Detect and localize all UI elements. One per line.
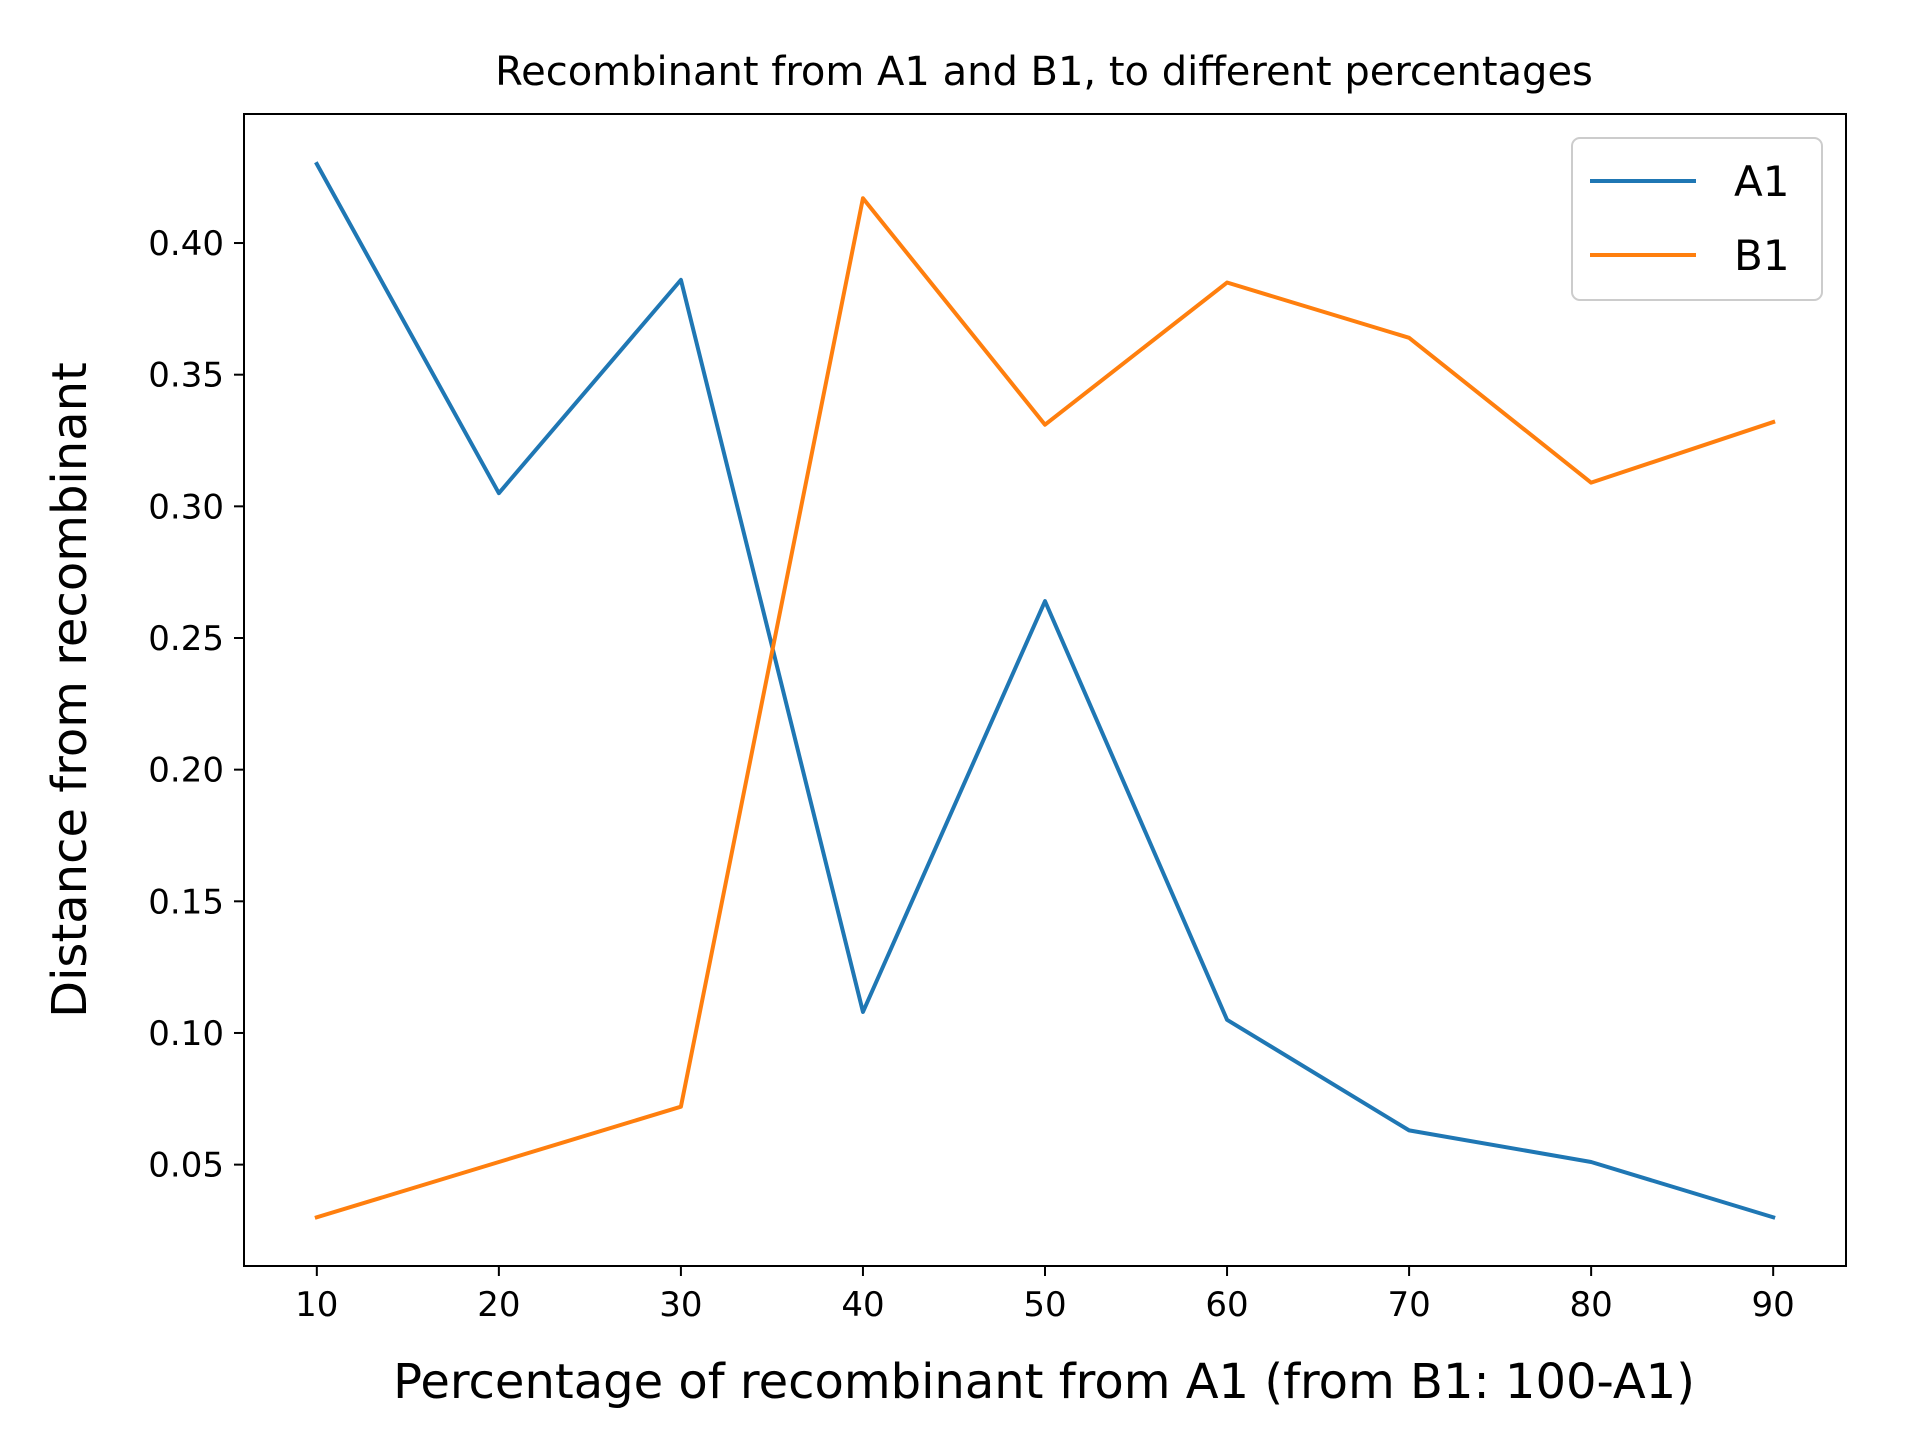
- y-axis: 0.05 0.10 0.15 0.20 0.25 0.30 0.35 0.40: [148, 224, 244, 1186]
- series-line-a1: [314, 161, 1776, 1220]
- x-tick-label: 80: [1570, 1285, 1613, 1325]
- chart-title: Recombinant from A1 and B1, to different…: [495, 49, 1593, 95]
- plot-area: [314, 161, 1776, 1220]
- x-axis-label: Percentage of recombinant from A1 (from …: [393, 1354, 1695, 1410]
- x-tick-label: 60: [1205, 1285, 1248, 1325]
- x-tick-label: 30: [659, 1285, 702, 1325]
- x-tick-label: 10: [295, 1285, 338, 1325]
- x-tick-label: 50: [1023, 1285, 1066, 1325]
- x-tick-label: 40: [841, 1285, 884, 1325]
- y-tick-label: 0.25: [148, 619, 224, 659]
- y-tick-label: 0.05: [148, 1146, 224, 1186]
- legend-box: [1571, 137, 1823, 301]
- y-axis-label: Distance from recombinant: [42, 362, 98, 1018]
- y-tick-label: 0.20: [148, 751, 224, 791]
- legend-label-a1: A1: [1734, 157, 1789, 206]
- x-axis: 10 20 30 40 50 60 70 80 90: [295, 1266, 1795, 1325]
- y-tick-label: 0.35: [148, 356, 224, 396]
- y-tick-label: 0.15: [148, 882, 224, 922]
- y-tick-label: 0.40: [148, 224, 224, 264]
- legend-label-b1: B1: [1734, 231, 1790, 280]
- x-tick-label: 20: [477, 1285, 520, 1325]
- y-tick-label: 0.10: [148, 1014, 224, 1054]
- legend: A1 B1: [1571, 137, 1823, 301]
- series-line-b1: [314, 196, 1776, 1220]
- x-tick-label: 70: [1387, 1285, 1430, 1325]
- y-tick-label: 0.30: [148, 487, 224, 527]
- x-tick-label: 90: [1752, 1285, 1795, 1325]
